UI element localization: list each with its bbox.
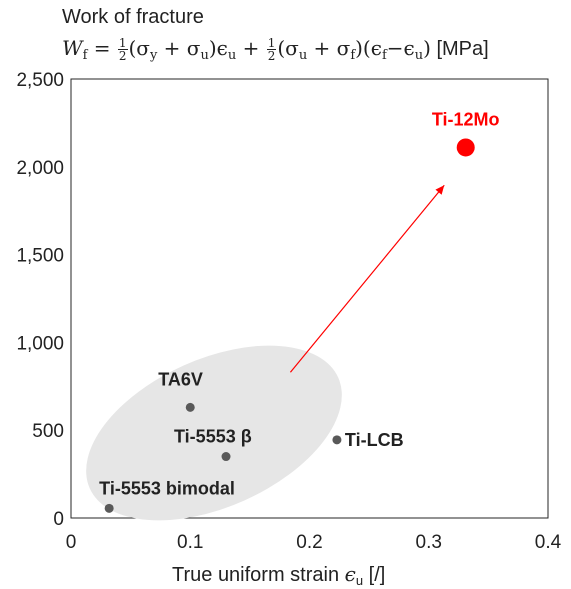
x-tick-label: 0 — [66, 532, 77, 553]
formula-unit: [MPa] — [430, 38, 489, 60]
formula-lhs: W — [62, 36, 83, 60]
x-tick-label: 0.2 — [296, 532, 322, 553]
data-point-ta6v — [185, 402, 195, 412]
point-label-ta6v: TA6V — [158, 369, 203, 389]
formula-sub: u — [227, 48, 237, 63]
point-label-ti-5553-bimodal: Ti-5553 bimodal — [99, 478, 235, 498]
trend-arrow-head — [435, 185, 445, 195]
point-label-ti-12mo: Ti-12Mo — [432, 109, 500, 129]
x-axis-label-symbol: ϵ — [344, 562, 356, 586]
chart-title: Work of fracture — [62, 6, 204, 28]
data-point-ti-5553- — [221, 452, 231, 462]
formula-sub: f — [350, 48, 356, 63]
formula-sub: f — [381, 48, 387, 63]
formula-term: (σ — [128, 36, 150, 60]
formula-term: −ϵ — [386, 36, 415, 60]
formula-sub: u — [298, 48, 308, 63]
formula-term: )ϵ — [208, 36, 228, 60]
x-axis-label-text: True uniform strain — [172, 564, 345, 586]
formula-sub: u — [414, 48, 424, 63]
x-axis-label-unit: [/] — [363, 564, 386, 586]
data-point-ti-5553-bimodal — [104, 503, 114, 513]
frac-num: 1 — [117, 36, 128, 50]
y-tick-label: 0 — [53, 509, 64, 530]
frac-den: 2 — [118, 49, 127, 63]
point-label-ti-lcb: Ti-LCB — [345, 430, 404, 450]
y-tick-label: 2,000 — [16, 158, 64, 179]
formula-term: ) — [423, 36, 431, 60]
x-tick-label: 0.3 — [416, 532, 442, 553]
formula-term: + σ — [307, 36, 351, 60]
x-axis-label: True uniform strain ϵu [/] — [172, 562, 385, 588]
trend-arrow-line — [289, 184, 445, 373]
point-label-ti-5553-: Ti-5553 β — [174, 427, 252, 447]
data-point-ti-lcb — [332, 435, 342, 445]
y-tick-label: 500 — [32, 421, 64, 442]
formula-sub: y — [149, 48, 158, 63]
x-axis-label-sub: u — [355, 573, 364, 588]
y-tick-label: 2,500 — [16, 70, 64, 91]
x-tick-label: 0.1 — [177, 532, 203, 553]
group-ellipse — [86, 345, 342, 521]
data-point-ti-12mo — [456, 138, 475, 157]
formula-term: (σ — [277, 36, 299, 60]
y-tick-label: 1,000 — [16, 333, 64, 354]
frac-num: 1 — [266, 36, 277, 50]
x-tick-label: 0.4 — [535, 532, 562, 553]
formula-plus: + — [236, 36, 266, 60]
formula-term: + σ — [157, 36, 201, 60]
formula-sub: u — [200, 48, 209, 63]
formula-eq: = — [87, 36, 117, 60]
plot-area — [70, 78, 549, 519]
formula-term: )(ϵ — [355, 36, 382, 60]
formula-lhs-sub: f — [82, 48, 88, 63]
formula: Wf = 1 2 (σy + σu)ϵu + 1 2 (σu + σf)(ϵf−ϵu) … — [62, 36, 489, 63]
y-tick-label: 1,500 — [16, 246, 64, 267]
frac-den: 2 — [267, 49, 276, 63]
